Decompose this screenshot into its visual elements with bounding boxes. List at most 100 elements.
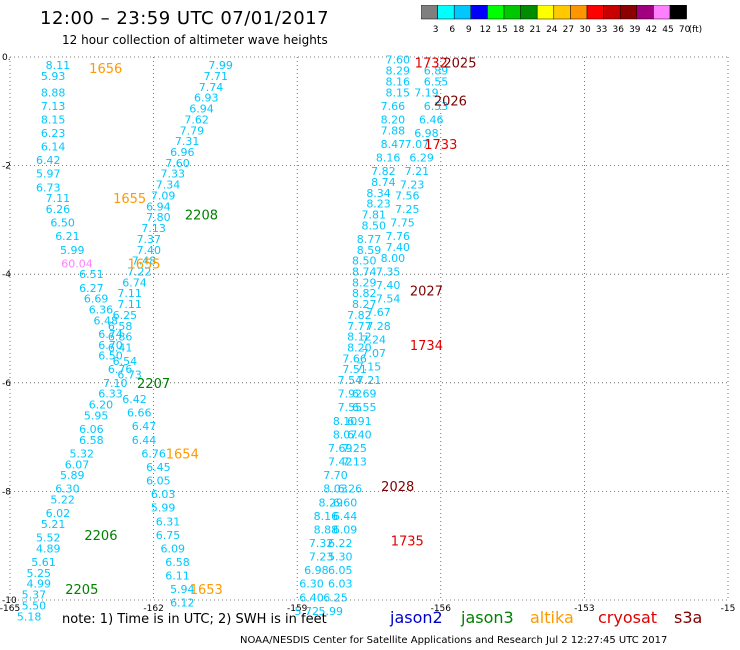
- wave-height-value: 6.20: [89, 399, 114, 412]
- wave-height-value: 5.99: [318, 605, 343, 618]
- scale-label: 12: [480, 25, 491, 35]
- pass-time-label: 2205: [65, 583, 98, 598]
- wave-height-value: 7.33: [160, 168, 185, 181]
- x-tick-label: -159: [287, 604, 308, 614]
- wave-height-value: 7.40: [376, 279, 401, 292]
- wave-height-value: 7.21: [357, 374, 382, 387]
- wave-height-value: 6.40: [299, 591, 324, 604]
- wave-height-value: 6.76: [108, 363, 133, 376]
- wave-height-value: 4.99: [26, 578, 51, 591]
- pass-time-label: 1655: [127, 257, 160, 272]
- wave-height-value: 8.29: [352, 276, 377, 289]
- wave-height-value: 8.88: [41, 86, 66, 99]
- wave-height-value: 5.32: [70, 447, 95, 460]
- wave-height-value: 4.89: [36, 542, 61, 555]
- wave-height-value: 6.66: [127, 407, 152, 420]
- wave-height-value: 7.92: [338, 388, 363, 401]
- legend-altika: altika: [530, 608, 574, 627]
- pass-time-label: 1735: [391, 534, 424, 549]
- page-title: 12:00 – 23:59 UTC 07/01/2017: [40, 8, 330, 29]
- wave-height-value: 7.51: [342, 363, 367, 376]
- wave-height-value: 7.19: [414, 86, 439, 99]
- wave-height-value: 7.74: [199, 81, 224, 94]
- wave-height-value: 6.05: [146, 475, 171, 488]
- x-tick-label: -162: [143, 604, 163, 614]
- wave-height-value: 6.98: [304, 564, 329, 577]
- wave-height-value: 7.55: [338, 401, 363, 414]
- wave-height-value: 6.11: [165, 570, 190, 583]
- wave-height-value: 7.82: [371, 165, 396, 178]
- wave-height-value: 5.61: [31, 556, 56, 569]
- wave-height-value: 7.24: [362, 333, 387, 346]
- wave-height-value: 7.11: [117, 287, 142, 300]
- wave-height-value: 6.89: [424, 65, 449, 78]
- x-tick-label: -153: [574, 604, 594, 614]
- y-tick-label: -8: [2, 487, 11, 497]
- pass-time-label: 1654: [166, 447, 199, 462]
- pass-time-label: 2027: [410, 284, 443, 299]
- wave-height-value: 7.22: [127, 265, 152, 278]
- wave-height-value: 8.20: [347, 342, 372, 355]
- scale-label: 70: [679, 25, 691, 35]
- scale-label: 6: [449, 25, 455, 35]
- pass-time-label: 1655: [113, 192, 146, 207]
- wave-height-value: 7.09: [151, 189, 176, 202]
- wave-height-value: 5.72: [295, 605, 320, 618]
- wave-height-value: 6.50: [50, 217, 75, 230]
- wave-height-value: 8.07: [333, 428, 358, 441]
- wave-height-value: 7.60: [165, 157, 190, 170]
- wave-height-value: 6.69: [352, 388, 377, 401]
- wave-height-value: 5.93: [41, 70, 66, 83]
- wave-height-value: 8.77: [357, 233, 382, 246]
- wave-height-value: 7.40: [385, 241, 410, 254]
- pass-time-label: 2206: [84, 529, 117, 544]
- wave-height-value: 7.66: [381, 100, 406, 113]
- footer-note: note: 1) Time is in UTC; 2) SWH is in fe…: [62, 612, 327, 627]
- page-subtitle: 12 hour collection of altimeter wave hei…: [62, 33, 328, 47]
- scale-label: 18: [513, 25, 525, 35]
- pass-time-label: 2208: [185, 208, 218, 223]
- wave-height-value: 7.11: [117, 298, 142, 311]
- y-tick-label: -6: [2, 379, 11, 389]
- wave-height-value: 7.88: [381, 124, 406, 137]
- wave-height-value: 7.28: [366, 320, 391, 333]
- legend-cryosat: cryosat: [598, 608, 658, 627]
- wave-height-value: 5.52: [36, 532, 61, 545]
- wave-height-value: 7.77: [347, 320, 372, 333]
- scale-label: 21: [529, 25, 540, 35]
- wave-height-value: 7.66: [342, 352, 367, 365]
- wave-height-value: 6.76: [141, 447, 166, 460]
- scale-unit: (ft): [689, 25, 703, 35]
- wave-height-value: 7.71: [204, 70, 229, 83]
- wave-height-value: 6.58: [79, 434, 104, 447]
- wave-height-value: 7.82: [347, 309, 372, 322]
- scale-label: 42: [646, 25, 657, 35]
- scale-label: 45: [662, 25, 673, 35]
- x-tick-label: -156: [431, 604, 452, 614]
- wave-height-value: 5.30: [328, 551, 353, 564]
- wave-height-value: 8.16: [314, 510, 339, 523]
- wave-height-value: 6.96: [170, 146, 195, 159]
- wave-height-value: 7.70: [323, 469, 348, 482]
- wave-height-value: 6.41: [108, 342, 133, 355]
- pass-time-label: 2026: [434, 94, 467, 109]
- scale-label: 30: [579, 25, 591, 35]
- wave-height-value: 6.55: [424, 75, 449, 88]
- wave-height-value: 6.36: [89, 303, 114, 316]
- pass-time-label: 2028: [381, 480, 414, 495]
- scale-swatch: [669, 5, 687, 20]
- wave-height-value: 6.14: [41, 141, 66, 154]
- wave-height-value: 8.74: [352, 265, 377, 278]
- y-tick-label: -2: [2, 162, 11, 172]
- wave-height-value: 6.44: [132, 434, 157, 447]
- wave-height-value: 6.86: [108, 331, 133, 344]
- wave-height-value: 6.53: [424, 100, 449, 113]
- wave-height-value: 6.27: [79, 282, 104, 295]
- wave-height-value: 6.54: [113, 355, 138, 368]
- wave-height-value: 6.07: [65, 458, 90, 471]
- wave-height-value: 6.94: [189, 103, 214, 116]
- wave-height-value: 5.22: [50, 494, 75, 507]
- wave-height-value: 6.50: [98, 350, 123, 363]
- wave-height-value: 6.03: [328, 578, 353, 591]
- wave-height-value: 5.99: [60, 244, 85, 257]
